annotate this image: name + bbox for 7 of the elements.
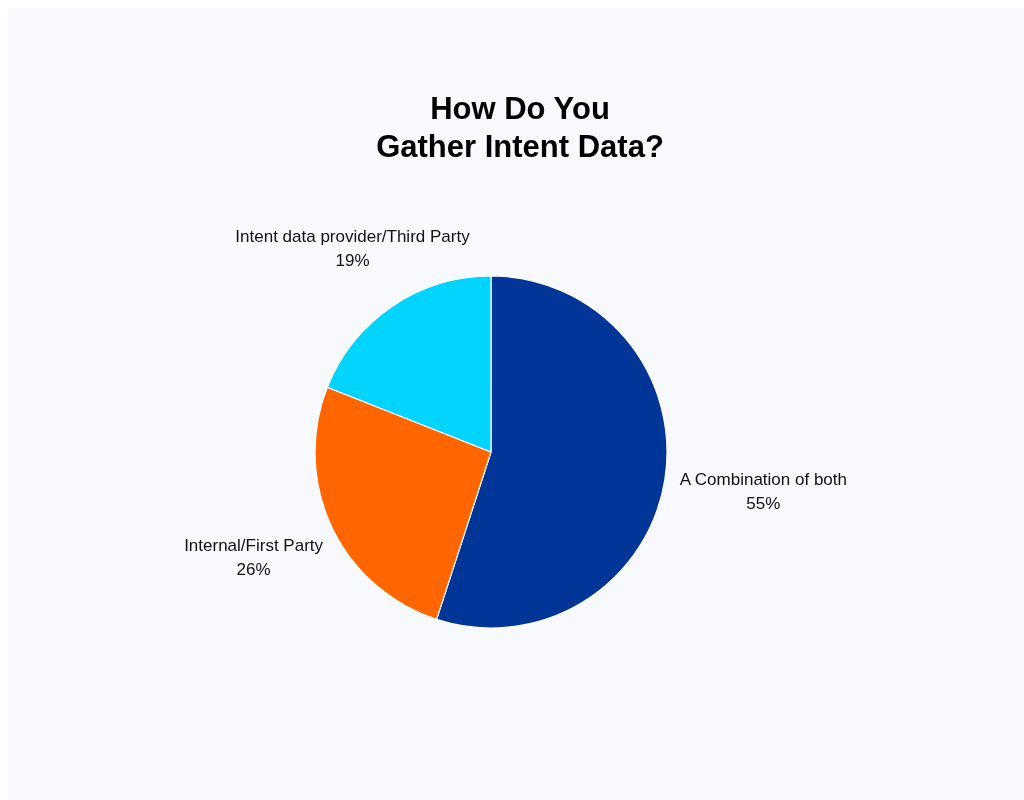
slice-label: Intent data provider/Third Party (235, 227, 471, 247)
data-label: 26% (236, 559, 271, 579)
chart-title: How Do You Gather Intent Data? (376, 91, 664, 164)
slice-label: A Combination of both (679, 469, 847, 489)
data-label: 19% (335, 251, 370, 271)
slice-label: Internal/First Party (184, 535, 324, 555)
data-label: 55% (746, 493, 781, 513)
